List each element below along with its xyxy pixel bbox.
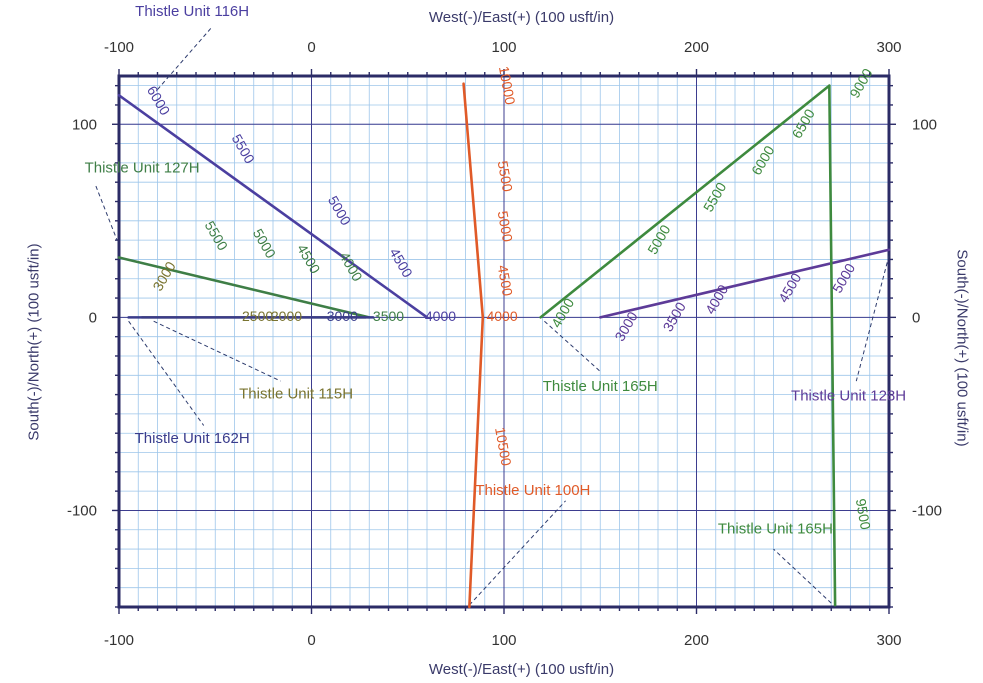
well-path-1	[117, 94, 429, 319]
well-path-7	[598, 248, 891, 319]
well-label-leaders	[95, 27, 890, 606]
well-name-label: Thistle Unit 165H	[543, 378, 658, 395]
x-tick-label-top: 0	[307, 39, 315, 56]
well-path-5	[462, 82, 485, 609]
y-axis-title-left: South(-)/North(+) (100 usft/in)	[25, 243, 43, 441]
well-name-label: Thistle Unit 162H	[135, 430, 250, 447]
y-tick-label-left: 0	[89, 309, 97, 326]
well-label-leader	[544, 320, 601, 372]
x-tick-label-top: 200	[684, 39, 709, 56]
well-paths	[117, 82, 891, 609]
y-tick-label-right: 0	[912, 309, 920, 326]
x-tick-label-bottom: 100	[491, 632, 516, 649]
x-tick-label-top: 100	[491, 39, 516, 56]
x-axis-title-top-text: West(-)/East(+) (100 usft/in)	[428, 9, 615, 26]
depth-label: 2000	[271, 308, 302, 324]
x-tick-label-bottom: 200	[684, 632, 709, 649]
x-axis-title-bottom-text: West(-)/East(+) (100 usft/in)	[428, 661, 615, 678]
well-label-leader	[153, 320, 281, 382]
well-name-label: Thistle Unit 128H	[791, 387, 906, 404]
well-name-label: Thistle Unit 127H	[85, 160, 200, 177]
well-path-8	[828, 84, 837, 607]
well-name-label: Thistle Unit 165H	[718, 521, 833, 538]
depth-label: 4500	[495, 264, 516, 298]
depth-label: 2500	[242, 308, 273, 324]
depth-label: 4000	[425, 308, 456, 324]
well-label-leader	[773, 548, 832, 604]
well-name-labels: Thistle Unit 116H Thistle Unit 127H Thistl…	[85, 3, 907, 537]
x-tick-label-top: 300	[876, 39, 901, 56]
well-name-label: Thistle Unit 116H	[135, 3, 249, 20]
well-path-6	[539, 84, 831, 319]
x-tick-label-top: -100	[104, 39, 134, 56]
depth-label: 9500	[853, 497, 874, 531]
depth-label: 3500	[373, 308, 404, 324]
well-name-label: Thistle Unit 100H	[475, 482, 590, 499]
well-name-label: Thistle Unit 115H	[239, 386, 353, 403]
depth-label: 4000	[486, 308, 517, 324]
depth-label: 10500	[492, 426, 515, 467]
y-tick-label-right: -100	[912, 502, 942, 519]
well-path-2	[117, 256, 371, 319]
y-tick-label-left: 100	[72, 116, 97, 133]
x-axis-title-bottom: West(-)/East(+) (100 usft/in)	[0, 661, 983, 678]
x-tick-label-bottom: -100	[104, 632, 134, 649]
well-label-leader	[128, 320, 205, 426]
y-tick-label-left: -100	[67, 502, 97, 519]
y-axis-title-right: South(-)/North(+) (100 usft/in)	[953, 249, 971, 447]
x-tick-label-bottom: 0	[307, 632, 315, 649]
x-axis-title-top: West(-)/East(+) (100 usft/in)	[0, 9, 983, 26]
well-label-leader	[855, 255, 890, 382]
depth-label: 10000	[496, 65, 519, 106]
well-label-leader	[468, 500, 566, 606]
depth-label: 5500	[495, 159, 516, 193]
depth-label: 5000	[495, 210, 516, 244]
x-tick-label-bottom: 300	[876, 632, 901, 649]
well-label-leader	[95, 185, 118, 241]
depth-label: 3000	[327, 308, 358, 324]
y-tick-label-right: 100	[912, 116, 937, 133]
